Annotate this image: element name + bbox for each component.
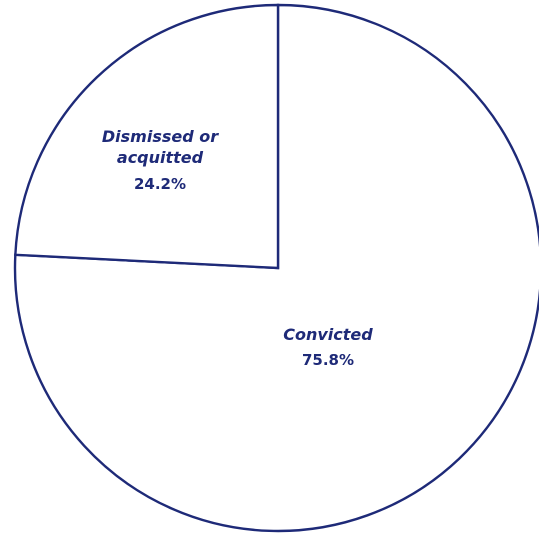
- slice-name-label: Dismissed or: [102, 127, 219, 146]
- slice-label-convicted: Convicted 75.8%: [283, 325, 373, 369]
- slice-name-label: acquitted: [117, 148, 204, 167]
- slice-value-label: 24.2%: [134, 175, 186, 193]
- pie-labels: Convicted 75.8% Dismissed or acquitted 24.2%: [102, 127, 373, 369]
- slice-name-label: Convicted: [283, 325, 373, 344]
- slice-label-dismissed-or-acquitted: Dismissed or acquitted 24.2%: [102, 127, 219, 193]
- pie-slices: [13, 3, 539, 533]
- slice-value-label: 75.8%: [302, 351, 354, 369]
- pie-slice-dismissed-or-acquitted: [14, 3, 280, 270]
